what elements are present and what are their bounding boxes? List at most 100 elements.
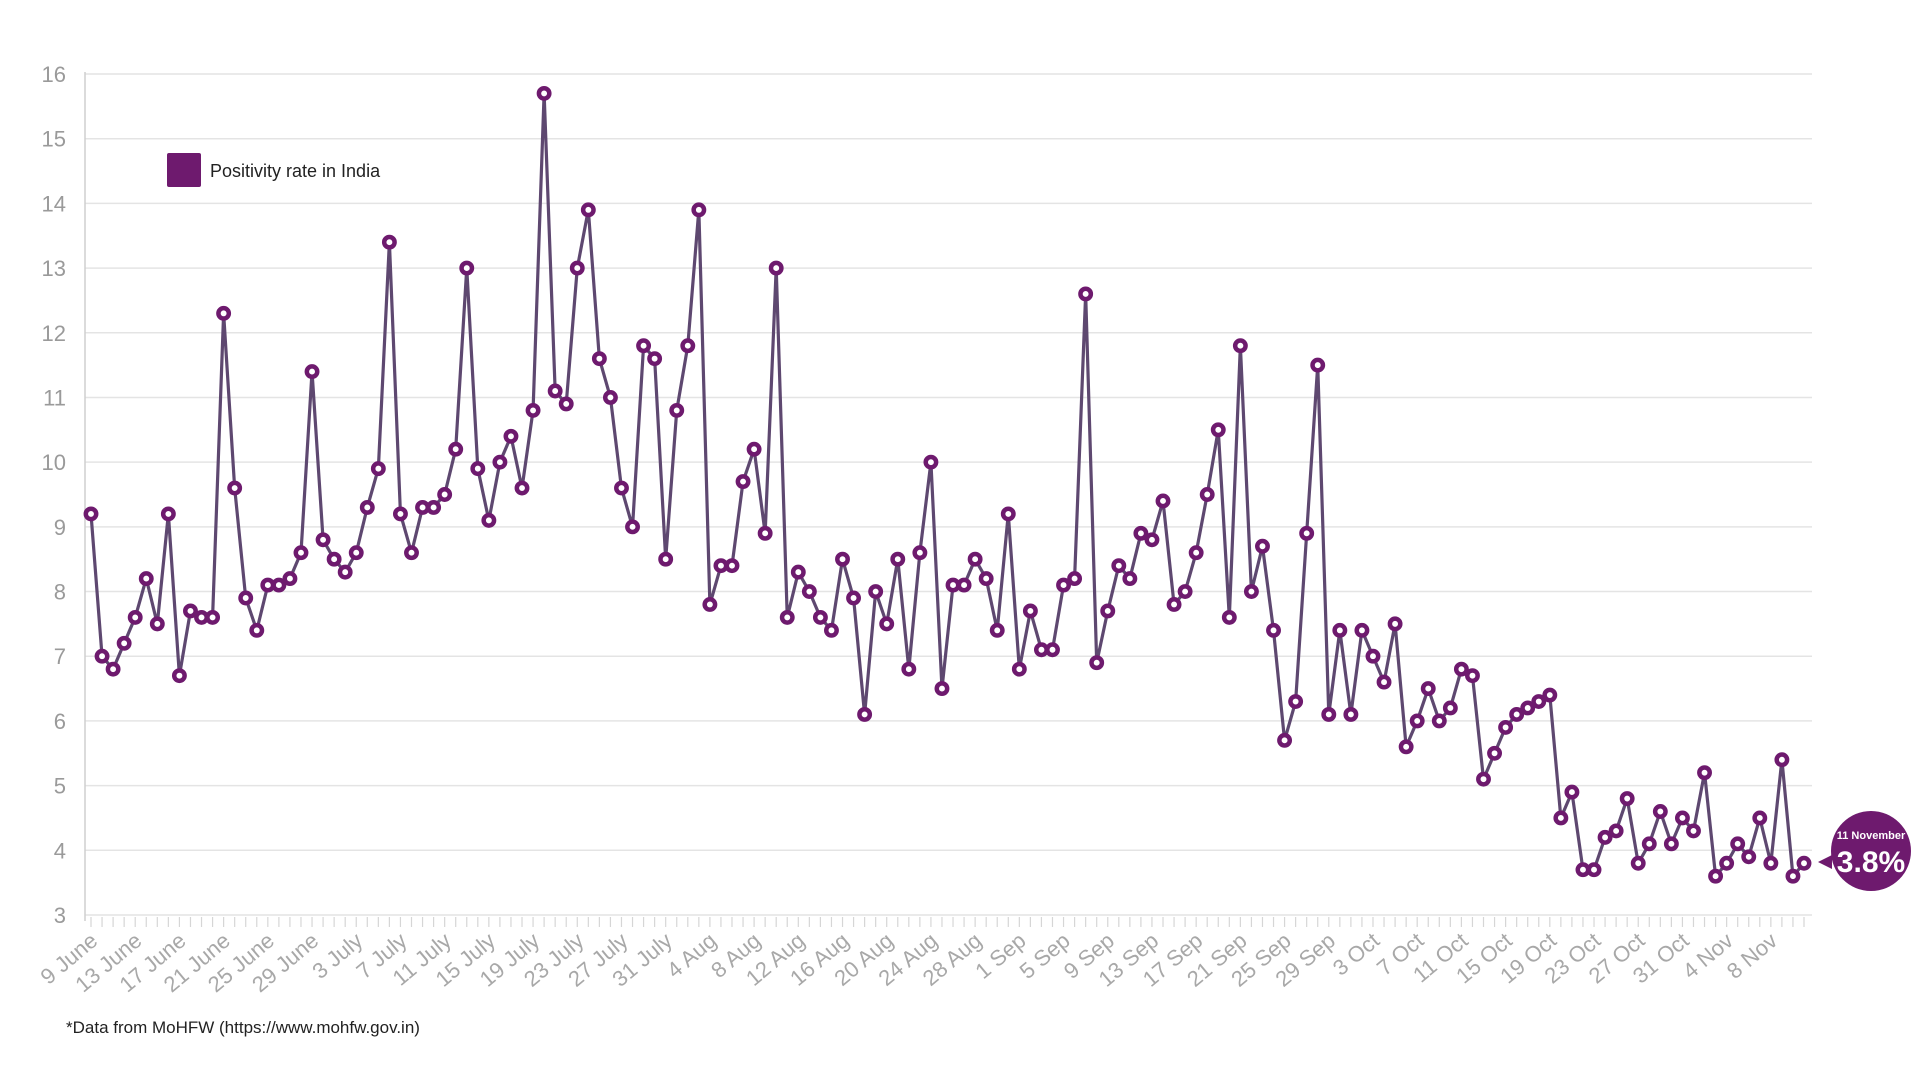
data-point (1155, 493, 1171, 509)
data-point (381, 234, 397, 250)
data-point (1719, 855, 1735, 871)
data-point (1056, 577, 1071, 593)
data-point (1686, 823, 1701, 839)
data-point (669, 402, 685, 418)
legend-label: Positivity rate in India (210, 161, 381, 181)
data-point (857, 707, 873, 722)
data-point (481, 512, 497, 528)
data-point (1763, 855, 1779, 871)
data-point (1542, 687, 1558, 703)
data-point (1310, 357, 1326, 373)
data-point (205, 609, 221, 625)
source-footnote: *Data from MoHFW (https://www.mohfw.gov.… (66, 1018, 420, 1037)
series-positivity-rate (83, 85, 1812, 884)
data-point (1608, 823, 1624, 839)
data-point (824, 622, 839, 638)
data-point (459, 260, 475, 276)
grid-lines (84, 72, 1812, 921)
y-tick-label: 7 (54, 644, 66, 669)
y-tick-label: 3 (54, 903, 66, 928)
data-point (812, 609, 828, 625)
data-point (680, 338, 696, 354)
data-point (1011, 661, 1027, 677)
data-point (1752, 810, 1768, 826)
data-point (1332, 622, 1348, 638)
data-point (503, 428, 519, 444)
x-tick-label: 1 Sep (970, 928, 1030, 984)
legend-swatch (167, 153, 201, 187)
data-point (636, 338, 652, 354)
data-point (326, 551, 342, 567)
data-point (1255, 538, 1270, 554)
data-point (525, 402, 541, 418)
data-point (912, 545, 928, 561)
data-point (1022, 603, 1038, 619)
data-point (846, 590, 862, 606)
data-point (1354, 622, 1370, 638)
data-point (337, 564, 353, 580)
data-point (1785, 868, 1801, 884)
data-point (978, 571, 994, 587)
data-point (183, 603, 198, 619)
callout-pointer (1818, 855, 1832, 869)
x-tick-label: 3 Oct (1328, 928, 1384, 981)
y-tick-label: 15 (42, 127, 66, 152)
data-point (1232, 338, 1248, 354)
data-point (1299, 525, 1315, 541)
data-point (956, 577, 972, 593)
y-axis-ticks: 3 4 5 6 7 8 9 10 11 12 13 14 15 16 (42, 62, 66, 928)
data-point (1465, 668, 1480, 684)
data-point (1663, 836, 1679, 852)
y-tick-label: 5 (54, 774, 66, 799)
data-point (470, 461, 486, 477)
data-point (569, 260, 585, 276)
series-line (89, 91, 1806, 878)
data-point (227, 480, 243, 496)
data-point (1498, 719, 1514, 735)
data-point (1796, 855, 1812, 871)
data-point (448, 441, 464, 457)
data-point (1365, 648, 1381, 664)
data-point (1741, 849, 1757, 865)
data-point (967, 551, 983, 567)
data-point (514, 480, 530, 496)
callout-badge (1831, 811, 1911, 891)
data-point (602, 390, 618, 405)
data-point (94, 648, 110, 664)
data-point (437, 487, 453, 502)
data-point (779, 609, 795, 625)
data-point (1619, 791, 1635, 807)
data-point (1630, 855, 1646, 871)
data-point (1453, 661, 1469, 677)
data-point (1641, 836, 1657, 852)
data-point (426, 499, 442, 515)
data-point (923, 454, 939, 470)
latest-value-callout: 11 November 3.8% (1818, 811, 1911, 891)
data-point (1442, 700, 1458, 716)
data-point (370, 461, 386, 477)
data-point (1674, 810, 1690, 826)
data-point (171, 668, 187, 684)
data-point (293, 545, 309, 561)
data-point (691, 202, 707, 218)
data-point (348, 545, 364, 561)
data-point (492, 454, 508, 470)
data-point (757, 525, 773, 541)
data-point (1100, 603, 1116, 619)
data-point (746, 441, 762, 457)
data-point (127, 609, 143, 625)
data-point (1476, 771, 1491, 787)
data-point (315, 532, 331, 548)
data-point (1000, 506, 1016, 522)
y-tick-label: 14 (42, 191, 66, 216)
data-point (1243, 584, 1259, 599)
data-point (647, 351, 663, 367)
data-point (989, 622, 1005, 638)
data-point (149, 616, 165, 632)
data-point (724, 558, 740, 574)
data-point (1409, 713, 1425, 729)
data-point (83, 506, 99, 522)
data-point (934, 681, 950, 697)
data-point (547, 383, 563, 399)
